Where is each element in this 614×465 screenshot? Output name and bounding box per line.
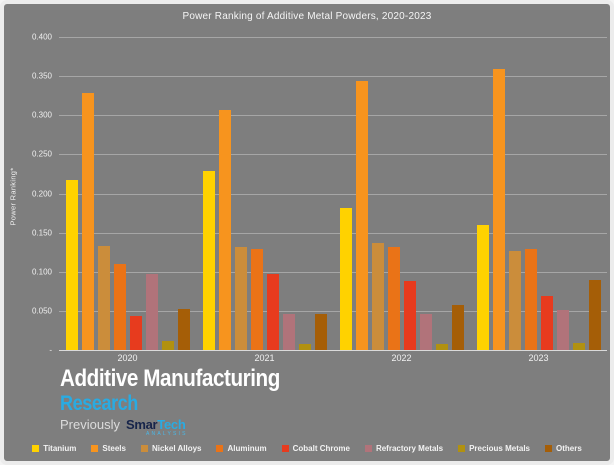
gridline [59, 232, 607, 234]
legend-label: Nickel Alloys [151, 444, 202, 453]
chart-title: Power Ranking of Additive Metal Powders,… [182, 11, 432, 22]
y-tick-label: 0.300 [31, 110, 52, 120]
legend-swatch-icon [140, 445, 148, 452]
y-tick-label: 0.350 [31, 71, 52, 81]
legend-swatch-icon [216, 445, 224, 452]
bar-refractory-metals-2022 [419, 314, 432, 350]
legend-swatch-icon [458, 445, 466, 452]
bar-precious-metals-2021 [298, 343, 311, 350]
x-axis-label-2022: 2022 [391, 353, 412, 363]
x-axis-label-2023: 2023 [528, 353, 549, 363]
bar-aluminum-2022 [387, 246, 400, 350]
bar-group-2020 [59, 37, 196, 350]
y-tick-label: - [49, 345, 52, 355]
legend: Titanium Steels Nickel Alloys Aluminum Cobal… [4, 444, 610, 453]
y-tick-label: 0.150 [31, 228, 52, 238]
previously-text: Previously [60, 417, 120, 432]
y-tick-label: 0.100 [31, 267, 52, 277]
legend-label: Precious Metals [469, 444, 530, 453]
bar-precious-metals-2022 [435, 343, 448, 350]
gridline [59, 310, 607, 312]
legend-swatch-icon [364, 445, 372, 452]
bar-others-2021 [314, 314, 327, 350]
bar-precious-metals-2023 [572, 342, 585, 350]
bar-aluminum-2020 [113, 263, 126, 350]
legend-swatch-icon [32, 445, 40, 452]
gridline [59, 193, 607, 195]
legend-label: Refractory Metals [375, 444, 444, 453]
legend-item-others: Others [545, 444, 582, 453]
y-tick-label: 0.050 [31, 306, 52, 316]
brand-subtitle: Research [60, 392, 138, 415]
bar-steels-2020 [81, 93, 94, 350]
legend-item-titanium: Titanium [32, 444, 76, 453]
smartech-prefix: Smar [125, 417, 158, 432]
smartech-logo: SmarTech [126, 417, 186, 432]
branding-block: Additive Manufacturing Research Previous… [60, 367, 316, 437]
legend-item-refractory-metals: Refractory Metals [364, 444, 444, 453]
bar-refractory-metals-2021 [282, 314, 295, 350]
bar-refractory-metals-2020 [145, 274, 158, 350]
bar-cobalt-chrome-2020 [129, 316, 142, 350]
bar-nickel-alloys-2021 [234, 246, 247, 350]
smartech-suffix: Tech [157, 417, 186, 432]
gridline [59, 154, 607, 156]
bar-refractory-metals-2023 [556, 310, 569, 350]
legend-swatch-icon [545, 445, 552, 452]
bar-aluminum-2023 [524, 249, 537, 350]
legend-item-precious-metals: Precious Metals [458, 444, 530, 453]
bar-steels-2022 [355, 80, 368, 350]
bar-others-2023 [588, 280, 601, 350]
smartech-analysis-text: ANALYSIS [146, 431, 188, 437]
y-tick-label: 0.250 [31, 149, 52, 159]
x-axis-labels: 2020 2021 2022 2023 [59, 353, 607, 365]
legend-item-nickel-alloys: Nickel Alloys [140, 444, 202, 453]
legend-label: Others [556, 444, 582, 453]
legend-swatch-icon [281, 445, 289, 452]
gridline [59, 271, 607, 273]
brand-previously-line: Previously SmarTech [60, 418, 316, 431]
legend-item-cobalt-chrome: Cobalt Chrome [281, 444, 350, 453]
plot-area: 0.400 0.350 0.300 0.250 0.200 0.150 0.100 0.050… [32, 33, 607, 355]
bar-nickel-alloys-2020 [97, 245, 110, 350]
y-tick-label: 0.200 [31, 189, 52, 198]
x-axis-label-2021: 2021 [254, 353, 275, 363]
legend-label: Titanium [43, 444, 77, 453]
bar-steels-2021 [218, 109, 231, 350]
bars-layer [59, 37, 607, 350]
bar-cobalt-chrome-2023 [540, 296, 553, 350]
bar-group-2021 [196, 37, 333, 350]
legend-label: Steels [102, 444, 126, 453]
gridline [59, 76, 607, 78]
x-axis-label-2020: 2020 [117, 353, 138, 363]
legend-item-aluminum: Aluminum [216, 444, 267, 453]
legend-label: Aluminum [227, 444, 267, 453]
bar-cobalt-chrome-2022 [403, 281, 416, 350]
bar-others-2022 [451, 305, 464, 350]
bar-titanium-2020 [65, 180, 78, 350]
bar-titanium-2023 [476, 224, 489, 350]
bar-group-2022 [333, 37, 470, 350]
bar-nickel-alloys-2022 [371, 242, 384, 350]
gridline [59, 37, 607, 38]
bar-group-2023 [470, 37, 607, 350]
legend-label: Cobalt Chrome [292, 444, 350, 453]
legend-item-steels: Steels [91, 444, 126, 453]
bar-steels-2023 [492, 69, 505, 350]
bar-precious-metals-2020 [161, 340, 174, 350]
bar-aluminum-2021 [250, 249, 263, 350]
bar-titanium-2022 [339, 207, 352, 350]
y-tick-label: 0.400 [31, 32, 52, 42]
gridline [59, 115, 607, 117]
bar-nickel-alloys-2023 [508, 251, 521, 350]
bar-titanium-2021 [202, 170, 215, 350]
bar-others-2020 [177, 308, 190, 350]
legend-swatch-icon [91, 445, 99, 452]
brand-title: Additive Manufacturing [60, 365, 280, 392]
bar-cobalt-chrome-2021 [266, 274, 279, 350]
gridline [59, 350, 607, 351]
